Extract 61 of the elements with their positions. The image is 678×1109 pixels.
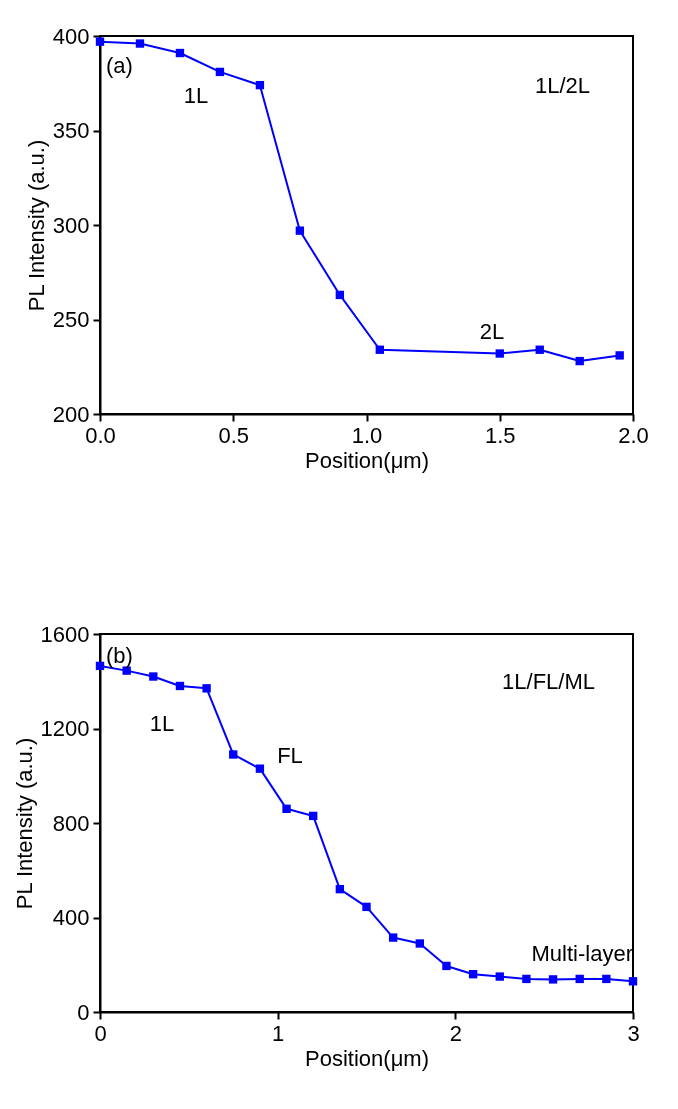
point — [135, 39, 145, 48]
y-tick-label: 350 — [52, 118, 90, 143]
x-tick-label: 2.0 — [618, 422, 649, 448]
y-tick-label: 300 — [52, 212, 90, 238]
point — [575, 974, 584, 984]
point — [615, 351, 624, 360]
y-tick-label: 400 — [52, 905, 90, 930]
point — [628, 977, 638, 986]
annotation: 1L — [183, 83, 209, 108]
x-axis-title: Position(μm) — [305, 447, 429, 473]
point — [575, 356, 584, 366]
x-tick-label: 0 — [94, 1020, 107, 1046]
point — [388, 933, 398, 942]
point — [95, 661, 105, 671]
point — [309, 811, 318, 821]
point — [335, 884, 345, 894]
point — [468, 970, 478, 979]
annotation: 1L/FL/ML — [502, 669, 595, 694]
x-tick-label: 0.5 — [218, 422, 250, 448]
point — [442, 961, 451, 971]
annotation: FL — [277, 743, 303, 768]
point — [202, 684, 211, 693]
x-tick-label: 2 — [449, 1020, 462, 1046]
point — [522, 974, 531, 984]
annotation: (b) — [106, 643, 133, 668]
x-tick-label: 1.5 — [484, 422, 516, 448]
point — [548, 975, 558, 984]
annotation: 1L/2L — [534, 73, 590, 98]
x-tick-label: 1 — [272, 1020, 285, 1046]
x-axis-title: Position(μm) — [305, 1045, 429, 1071]
y-tick-label: 0 — [77, 999, 90, 1025]
annotation: Multi-layer — [531, 941, 633, 966]
point — [602, 974, 611, 984]
y-axis-title: PL Intensity (a.u.) — [11, 737, 37, 910]
y-tick-label: 400 — [52, 23, 90, 49]
point — [229, 750, 238, 759]
point — [362, 902, 371, 912]
annotation: 2L — [479, 319, 505, 344]
annotation: 1L — [149, 711, 175, 736]
point — [535, 345, 544, 354]
point — [255, 764, 265, 773]
y-tick-label: 1200 — [40, 716, 90, 741]
point — [282, 804, 291, 814]
annotation: (a) — [106, 53, 133, 78]
x-tick-label: 3 — [627, 1020, 640, 1046]
y-tick-label: 1600 — [40, 621, 90, 647]
x-tick-label: 1.0 — [351, 422, 383, 448]
point — [295, 226, 305, 235]
point — [175, 48, 185, 58]
y-axis-title: PL Intensity (a.u.) — [23, 139, 49, 312]
point — [375, 345, 385, 354]
y-tick-label: 800 — [52, 810, 90, 836]
point — [415, 939, 424, 948]
point — [335, 290, 345, 300]
point — [495, 972, 504, 981]
point — [149, 672, 158, 681]
point — [495, 349, 504, 358]
point — [255, 80, 265, 90]
point — [215, 67, 225, 77]
y-tick-label: 250 — [52, 307, 90, 332]
point — [175, 681, 185, 691]
